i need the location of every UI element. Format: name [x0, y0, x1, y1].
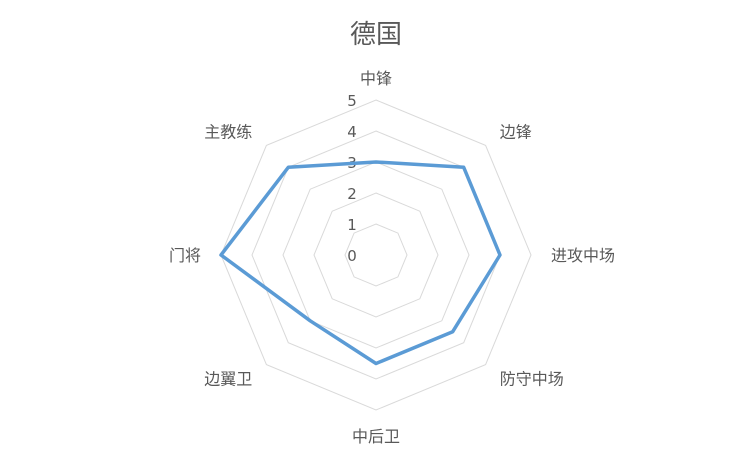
series-layer	[219, 160, 502, 366]
axis-label-5: 边翼卫	[204, 370, 252, 389]
tick-label-0: 0	[347, 247, 357, 265]
grid-ring-2	[313, 192, 439, 318]
axis-label-2: 进攻中场	[551, 246, 615, 265]
axis-label-4: 中后卫	[352, 427, 400, 446]
axis-label-7: 主教练	[204, 122, 252, 141]
chart-title: 德国	[350, 20, 402, 50]
grid-ring-3	[282, 161, 470, 349]
grid-ring-5	[220, 99, 532, 411]
axis-label-3: 防守中场	[500, 370, 564, 389]
axis-label-0: 中锋	[360, 69, 392, 88]
series-line-0	[219, 160, 502, 366]
axis-label-6: 门将	[169, 246, 201, 265]
tick-label-1: 1	[347, 216, 357, 234]
axis-label-1: 边锋	[500, 122, 532, 141]
grid-ring-1	[344, 223, 408, 287]
tick-label-4: 4	[347, 123, 357, 141]
tick-label-5: 5	[347, 92, 357, 110]
tick-label-2: 2	[347, 185, 357, 203]
